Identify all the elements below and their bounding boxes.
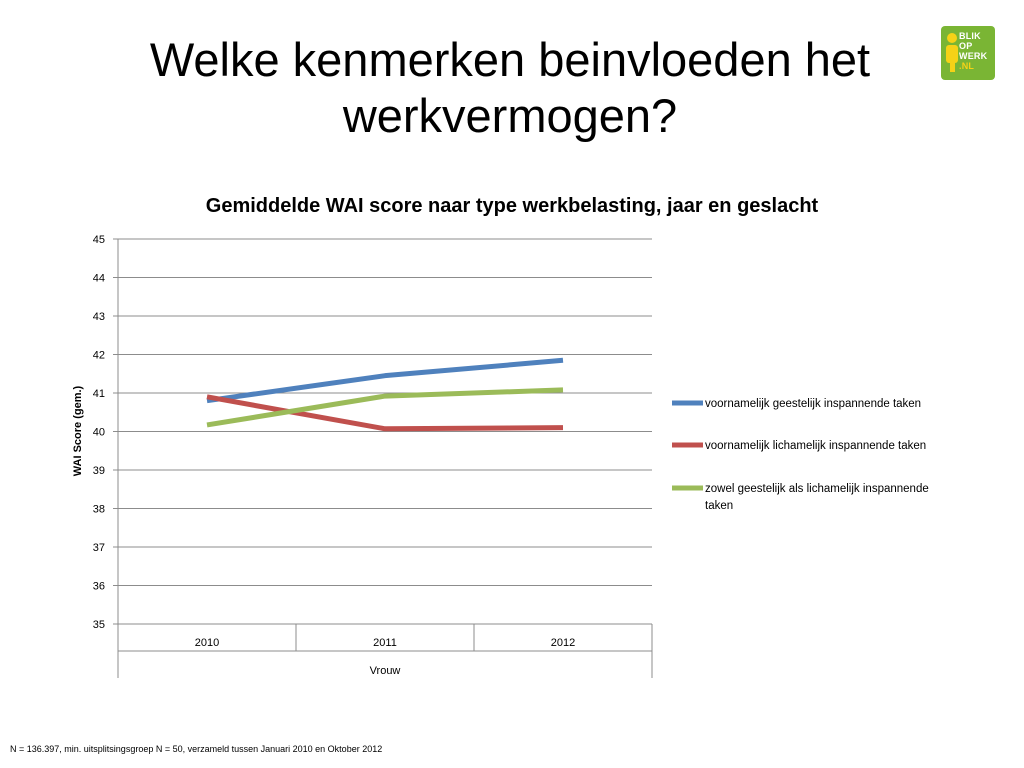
x-tick-label: 2012	[551, 637, 575, 649]
chart-area: Gemiddelde WAI score naar type werkbelas…	[0, 0, 1024, 768]
x-tick-label: 2011	[373, 637, 397, 649]
y-tick-label: 40	[93, 427, 105, 439]
legend-label: voornamelijk geestelijk inspannende take…	[705, 398, 921, 410]
x-tick-label: 2010	[195, 637, 219, 649]
y-tick-label: 37	[93, 542, 105, 554]
category-group-label: Vrouw	[370, 665, 401, 677]
y-tick-label: 43	[93, 311, 105, 323]
series-line	[207, 397, 563, 429]
y-axis-title: WAI Score (gem.)	[72, 385, 84, 476]
y-tick-label: 36	[93, 581, 105, 593]
legend-label: voornamelijk lichamelijk inspannende tak…	[705, 440, 926, 452]
y-tick-label: 45	[93, 234, 105, 246]
y-tick-label: 38	[93, 504, 105, 516]
legend-label: zowel geestelijk als lichamelijk inspann…	[705, 483, 929, 512]
y-tick-label: 35	[93, 619, 105, 631]
footnote: N = 136.397, min. uitsplitsingsgroep N =…	[10, 744, 382, 754]
line-chart: 35 36 37 38 39 40 41 42 43 44 45 2010 2011 2012 Vrouw W…	[0, 0, 1024, 768]
y-tick-label: 42	[93, 350, 105, 362]
y-tick-label: 39	[93, 465, 105, 477]
y-tick-label: 41	[93, 388, 105, 400]
y-tick-label: 44	[93, 273, 105, 285]
